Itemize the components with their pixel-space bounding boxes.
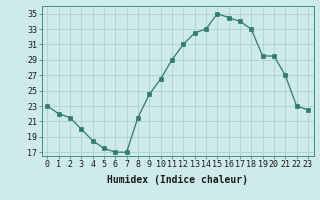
X-axis label: Humidex (Indice chaleur): Humidex (Indice chaleur) — [107, 175, 248, 185]
